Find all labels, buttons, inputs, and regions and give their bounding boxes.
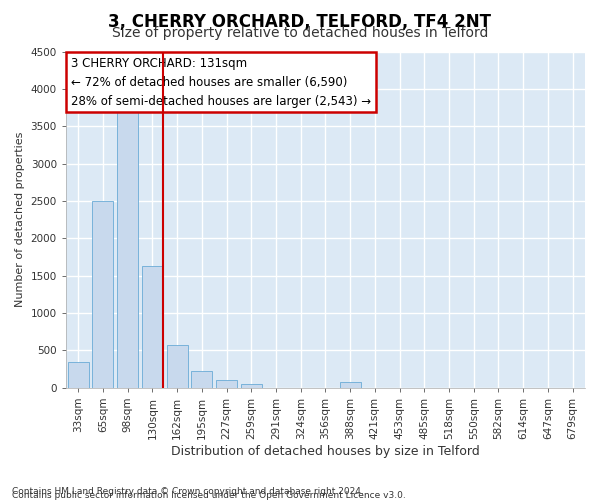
Text: Contains HM Land Registry data © Crown copyright and database right 2024.: Contains HM Land Registry data © Crown c…	[12, 487, 364, 496]
Text: 3, CHERRY ORCHARD, TELFORD, TF4 2NT: 3, CHERRY ORCHARD, TELFORD, TF4 2NT	[109, 12, 491, 30]
Bar	[68, 362, 89, 388]
X-axis label: Distribution of detached houses by size in Telford: Distribution of detached houses by size …	[171, 444, 480, 458]
Text: Contains public sector information licensed under the Open Government Licence v3: Contains public sector information licen…	[12, 491, 406, 500]
Bar	[340, 382, 361, 388]
Bar	[117, 108, 138, 388]
Bar	[191, 371, 212, 388]
Bar	[142, 266, 163, 388]
Y-axis label: Number of detached properties: Number of detached properties	[15, 132, 25, 308]
Bar	[216, 380, 237, 388]
Bar	[92, 201, 113, 388]
Bar	[167, 345, 188, 388]
Text: 3 CHERRY ORCHARD: 131sqm
← 72% of detached houses are smaller (6,590)
28% of sem: 3 CHERRY ORCHARD: 131sqm ← 72% of detach…	[71, 56, 371, 108]
Bar	[241, 384, 262, 388]
Text: Size of property relative to detached houses in Telford: Size of property relative to detached ho…	[112, 26, 488, 40]
